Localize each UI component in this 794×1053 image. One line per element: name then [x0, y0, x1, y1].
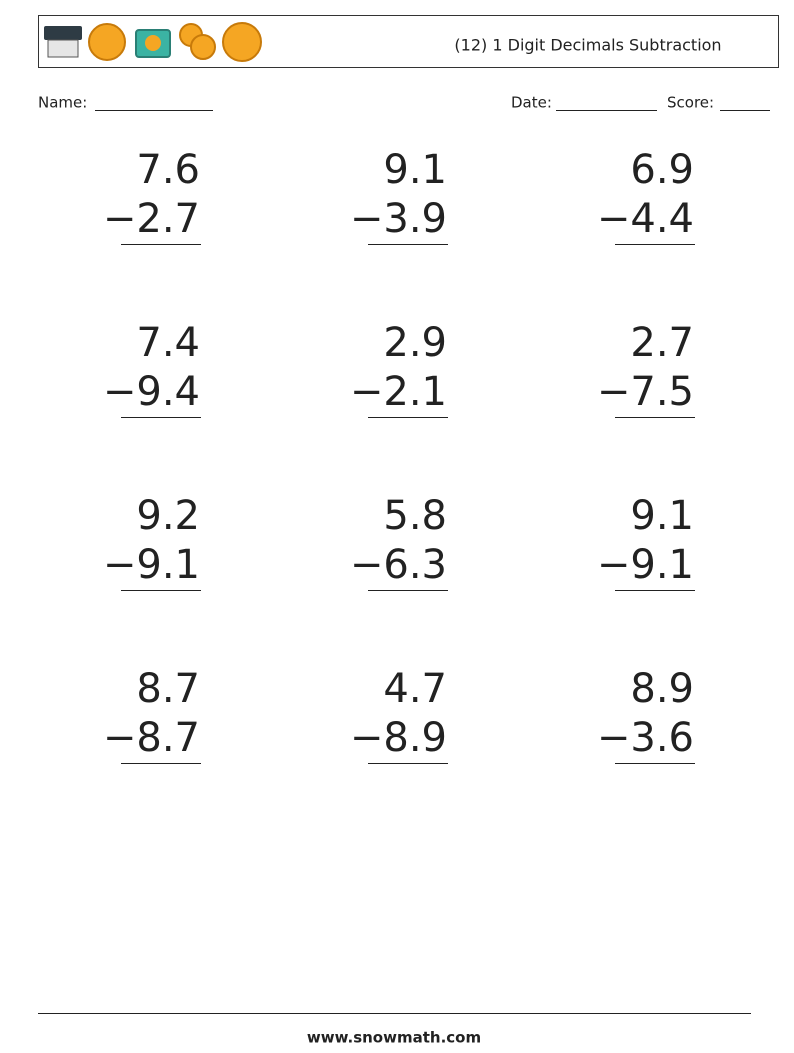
problems: 7.6−2.79.1−3.96.9−4.47.4−9.42.9−2.12.7−7… — [103, 147, 695, 764]
bottom-number: −8.9 — [350, 715, 447, 761]
bottom-number: −9.4 — [103, 369, 200, 415]
top-number: 5.8 — [383, 493, 447, 539]
top-number: 9.2 — [136, 493, 200, 539]
top-number: 6.9 — [630, 147, 694, 193]
top-number: 2.7 — [630, 320, 694, 366]
bottom-number: −9.1 — [597, 542, 694, 588]
top-number: 8.9 — [630, 666, 694, 712]
bottom-number: −8.7 — [103, 715, 200, 761]
icon-atm — [44, 26, 82, 40]
icon-bitcoin — [88, 23, 126, 61]
top-number: 4.7 — [383, 666, 447, 712]
header-icons — [44, 22, 262, 62]
footer-url: www.snowmath.com — [307, 1029, 481, 1047]
bottom-number: −3.9 — [350, 196, 447, 242]
icon-yen — [145, 35, 161, 51]
top-number: 9.1 — [630, 493, 694, 539]
bottom-number: −2.7 — [103, 196, 200, 242]
icon-litecoin — [222, 22, 262, 62]
icon-pound — [190, 34, 216, 60]
top-number: 9.1 — [383, 147, 447, 193]
bottom-number: −4.4 — [597, 196, 694, 242]
header-box — [38, 15, 779, 68]
bottom-number: −6.3 — [350, 542, 447, 588]
bottom-number: −9.1 — [103, 542, 200, 588]
bottom-number: −2.1 — [350, 369, 447, 415]
score-label: Score: — [667, 94, 714, 112]
name-label: Name: — [38, 94, 87, 112]
date-label: Date: — [511, 94, 552, 112]
top-number: 7.4 — [136, 320, 200, 366]
top-number: 8.7 — [136, 666, 200, 712]
title: (12) 1 Digit Decimals Subtraction — [454, 36, 721, 55]
bottom-number: −7.5 — [597, 369, 694, 415]
top-number: 7.6 — [136, 147, 200, 193]
bottom-number: −3.6 — [597, 715, 694, 761]
icon-atm-keys — [47, 39, 79, 58]
top-number: 2.9 — [383, 320, 447, 366]
